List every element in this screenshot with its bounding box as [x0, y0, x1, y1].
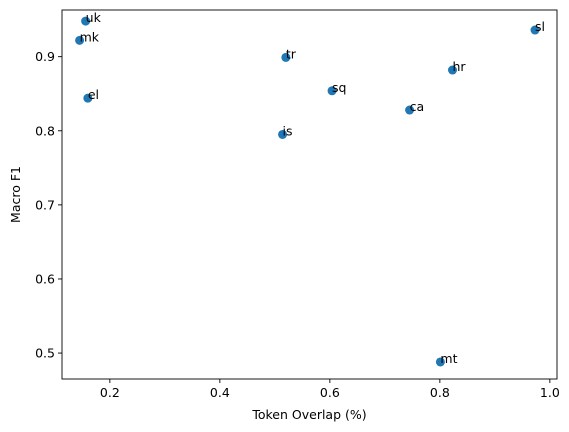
x-axis-label: Token Overlap (%): [251, 407, 366, 422]
data-point-hr: [448, 65, 457, 75]
point-label-mk: mk: [80, 29, 100, 44]
x-tick-label: 0.8: [430, 385, 450, 400]
data-point-sq: [327, 86, 337, 96]
data-point-sl: [530, 25, 540, 35]
point-label-sq: sq: [332, 80, 346, 95]
plot-area: uk mk el tr is sq ca hr sl mt: [75, 10, 545, 367]
x-axis-ticks: 0.2 0.4 0.6 0.8 1.0: [100, 379, 560, 400]
point-label-ca: ca: [410, 99, 425, 114]
data-point-uk: [81, 16, 91, 26]
point-label-el: el: [88, 87, 99, 102]
y-axis-ticks: 0.5 0.6 0.7 0.8 0.9: [35, 49, 62, 361]
y-tick-label: 0.7: [35, 197, 55, 212]
y-axis-label: Macro F1: [8, 166, 23, 223]
y-tick-label: 0.9: [35, 49, 55, 64]
x-tick-label: 0.2: [100, 385, 120, 400]
data-point-el: [83, 93, 93, 103]
y-tick-label: 0.6: [35, 271, 55, 286]
x-tick-label: 0.4: [210, 385, 230, 400]
data-point-is: [278, 129, 288, 139]
axes-frame: [61, 9, 558, 380]
y-tick-label: 0.8: [35, 123, 55, 138]
y-tick-label: 0.5: [35, 346, 55, 361]
point-label-uk: uk: [86, 10, 102, 25]
point-label-sl: sl: [535, 19, 545, 34]
point-label-is: is: [283, 123, 293, 138]
x-tick-label: 0.6: [320, 385, 340, 400]
point-label-hr: hr: [453, 59, 467, 74]
point-label-mt: mt: [440, 351, 457, 366]
data-point-mt: [435, 357, 445, 367]
data-point-mk: [75, 35, 85, 45]
point-label-tr: tr: [286, 46, 297, 61]
data-point-tr: [281, 52, 291, 62]
x-tick-label: 1.0: [540, 385, 560, 400]
data-point-ca: [405, 105, 415, 115]
